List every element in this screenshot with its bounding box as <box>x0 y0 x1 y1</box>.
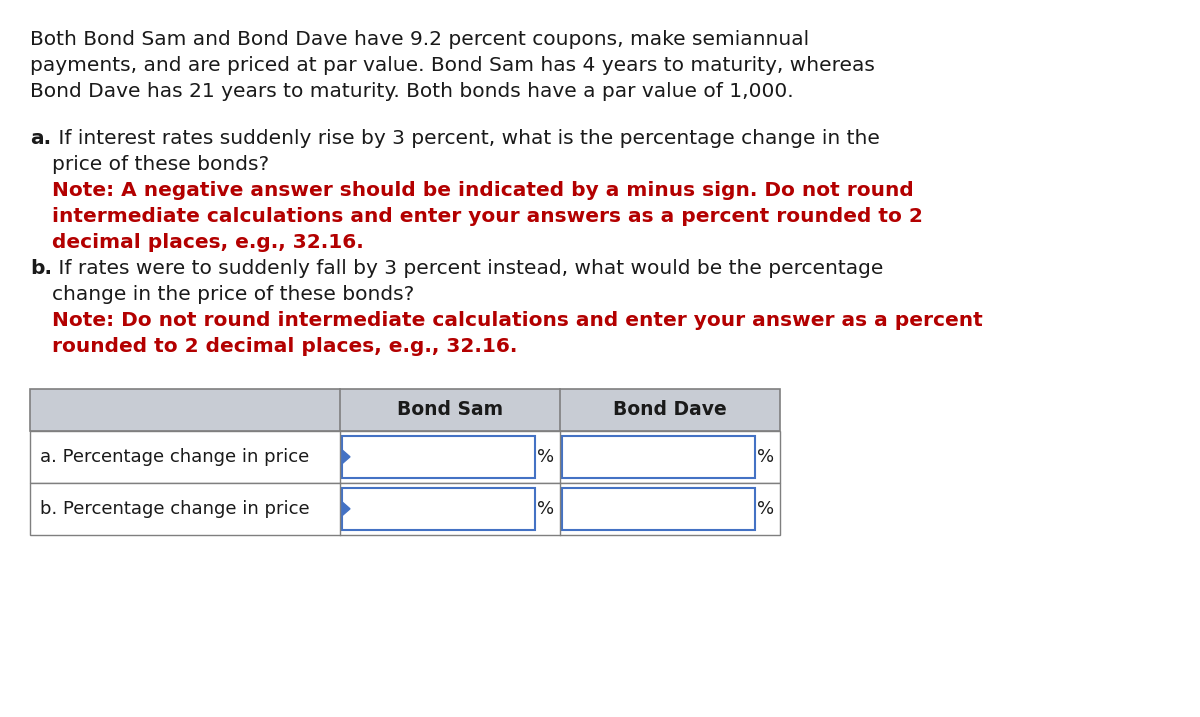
Bar <box>342 488 535 530</box>
Text: If interest rates suddenly rise by 3 percent, what is the percentage change in t: If interest rates suddenly rise by 3 per… <box>52 129 880 148</box>
Text: b.: b. <box>30 259 52 277</box>
Text: Bond Sam: Bond Sam <box>397 400 503 419</box>
Text: %: % <box>538 500 554 518</box>
Text: Both Bond Sam and Bond Dave have 9.2 percent coupons, make semiannual: Both Bond Sam and Bond Dave have 9.2 per… <box>30 30 809 49</box>
Text: intermediate calculations and enter your answers as a percent rounded to 2: intermediate calculations and enter your… <box>52 206 923 226</box>
Text: %: % <box>757 500 774 518</box>
Polygon shape <box>562 502 570 516</box>
Bar <box>30 389 780 431</box>
Text: price of these bonds?: price of these bonds? <box>52 155 269 174</box>
Bar <box>30 483 780 535</box>
Text: Bond Dave has 21 years to maturity. Both bonds have a par value of 1,000.: Bond Dave has 21 years to maturity. Both… <box>30 82 793 101</box>
Text: decimal places, e.g., 32.16.: decimal places, e.g., 32.16. <box>52 233 364 252</box>
Text: Bond Dave: Bond Dave <box>613 400 727 419</box>
Bar <box>342 436 535 478</box>
Text: payments, and are priced at par value. Bond Sam has 4 years to maturity, whereas: payments, and are priced at par value. B… <box>30 56 875 75</box>
Text: b. Percentage change in price: b. Percentage change in price <box>40 500 310 518</box>
Text: Note: Do not round intermediate calculations and enter your answer as a percent: Note: Do not round intermediate calculat… <box>52 310 983 330</box>
Polygon shape <box>342 450 350 464</box>
Text: %: % <box>538 448 554 466</box>
Bar <box>562 436 755 478</box>
Text: %: % <box>757 448 774 466</box>
Bar <box>30 431 780 483</box>
Text: If rates were to suddenly fall by 3 percent instead, what would be the percentag: If rates were to suddenly fall by 3 perc… <box>52 259 883 277</box>
Text: a. Percentage change in price: a. Percentage change in price <box>40 448 310 466</box>
Bar <box>562 488 755 530</box>
Text: Note: A negative answer should be indicated by a minus sign. Do not round: Note: A negative answer should be indica… <box>52 181 913 200</box>
Text: rounded to 2 decimal places, e.g., 32.16.: rounded to 2 decimal places, e.g., 32.16… <box>52 337 517 356</box>
Polygon shape <box>342 502 350 516</box>
Text: a.: a. <box>30 129 52 148</box>
Text: change in the price of these bonds?: change in the price of these bonds? <box>52 285 414 304</box>
